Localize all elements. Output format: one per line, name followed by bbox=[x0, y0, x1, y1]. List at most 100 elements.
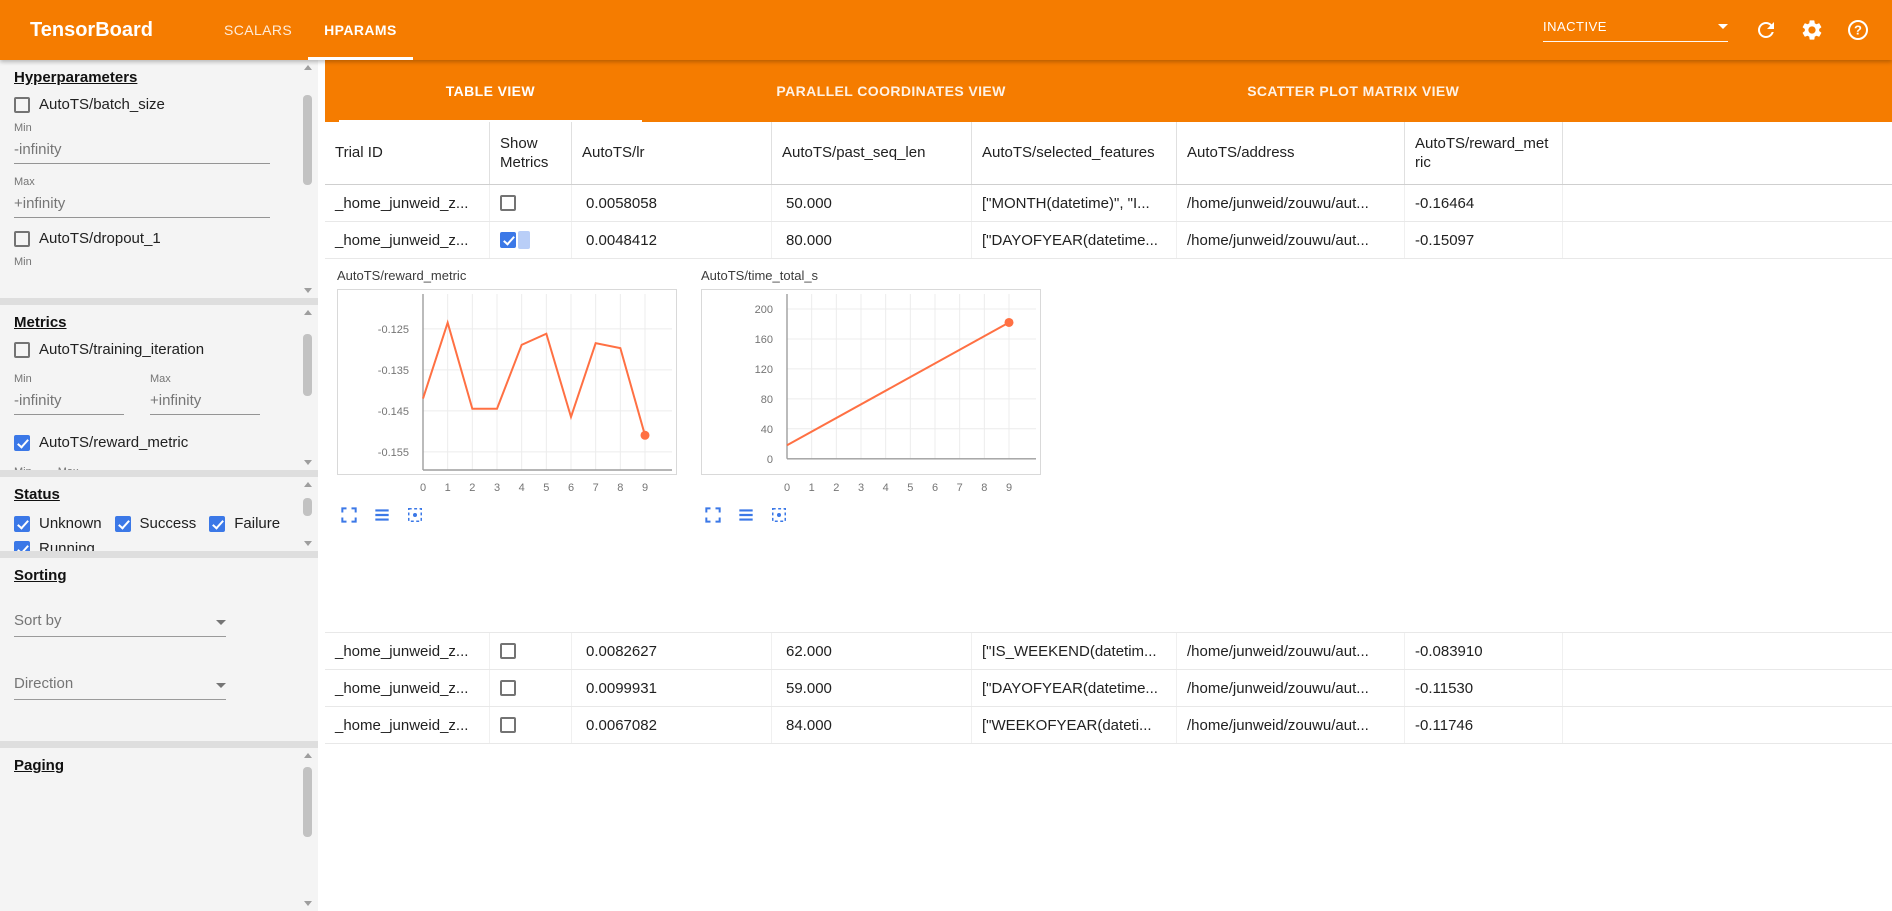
tab-table-view[interactable]: TABLE VIEW bbox=[325, 60, 656, 122]
svg-text:8: 8 bbox=[617, 482, 623, 494]
expand-chart-icon[interactable] bbox=[703, 505, 723, 525]
show-metrics-checkbox[interactable] bbox=[500, 232, 516, 248]
checkbox-icon[interactable] bbox=[14, 230, 30, 247]
chart-toolbar bbox=[339, 505, 685, 525]
reward-metric-cell: -0.11746 bbox=[1405, 707, 1563, 743]
min-label: Min bbox=[14, 466, 32, 470]
checkbox-icon[interactable] bbox=[14, 341, 30, 358]
checkbox-icon[interactable] bbox=[14, 96, 30, 113]
scroll-down-icon[interactable] bbox=[303, 288, 312, 293]
status-label: Running bbox=[39, 540, 95, 551]
scroll-up-icon[interactable] bbox=[303, 65, 312, 70]
min-label: Min bbox=[14, 373, 32, 385]
col-autots-past-seq-len[interactable]: AutoTS/past_seq_len bbox=[772, 122, 972, 184]
max-input[interactable]: +infinity bbox=[150, 392, 260, 415]
min-field: Min bbox=[14, 466, 32, 470]
scroll-down-icon[interactable] bbox=[303, 541, 312, 546]
tab-scalars[interactable]: SCALARS bbox=[223, 22, 293, 38]
col-autots-address[interactable]: AutoTS/address bbox=[1177, 122, 1405, 184]
scrollbar-thumb[interactable] bbox=[303, 334, 312, 396]
status-panel: Status Unknown Success Failure Running bbox=[0, 477, 318, 551]
fit-domain-icon[interactable] bbox=[405, 505, 425, 525]
scroll-down-icon[interactable] bbox=[303, 460, 312, 465]
scrollbar-thumb[interactable] bbox=[303, 767, 312, 837]
metric-training-iteration-row[interactable]: AutoTS/training_iteration bbox=[14, 341, 292, 358]
show-metrics-checkbox[interactable] bbox=[500, 643, 516, 659]
hparam-label: AutoTS/dropout_1 bbox=[39, 230, 161, 247]
scroll-up-icon[interactable] bbox=[303, 310, 312, 315]
scroll-up-icon[interactable] bbox=[303, 753, 312, 758]
scrollbar[interactable] bbox=[302, 753, 313, 906]
status-failure-row[interactable]: Failure bbox=[209, 515, 280, 532]
max-field: Max +infinity bbox=[14, 176, 292, 218]
show-metrics-checkbox[interactable] bbox=[500, 680, 516, 696]
trial-id-cell: _home_junweid_z... bbox=[325, 633, 490, 669]
svg-text:-0.155: -0.155 bbox=[378, 447, 409, 459]
checkbox-icon[interactable] bbox=[14, 515, 30, 532]
max-input[interactable]: +infinity bbox=[14, 195, 270, 218]
show-metrics-cell bbox=[490, 185, 572, 221]
tab-parallel-coordinates-view[interactable]: PARALLEL COORDINATES VIEW bbox=[776, 83, 1006, 99]
max-label: Max bbox=[14, 176, 35, 188]
scrollbar-thumb[interactable] bbox=[303, 498, 312, 516]
col-autots-reward-metric[interactable]: AutoTS/reward_metric bbox=[1405, 122, 1563, 184]
col-show-metrics[interactable]: Show Metrics bbox=[490, 122, 572, 184]
min-label: Min bbox=[14, 256, 32, 268]
scrollbar[interactable] bbox=[302, 65, 313, 293]
status-options: Unknown Success Failure Running bbox=[14, 513, 292, 551]
sort-by-select[interactable]: Sort by bbox=[14, 612, 226, 637]
scroll-up-icon[interactable] bbox=[303, 482, 312, 487]
max-field: Max bbox=[58, 466, 79, 470]
show-metrics-checkbox[interactable] bbox=[500, 717, 516, 733]
scrollbar[interactable] bbox=[302, 482, 313, 546]
checkbox-icon[interactable] bbox=[209, 515, 226, 532]
help-icon[interactable]: ? bbox=[1846, 18, 1870, 42]
settings-gear-icon[interactable] bbox=[1800, 18, 1824, 42]
checkbox-icon[interactable] bbox=[114, 515, 131, 532]
checkbox-icon[interactable] bbox=[14, 540, 30, 551]
show-metrics-cell bbox=[490, 633, 572, 669]
max-label: Max bbox=[58, 466, 79, 470]
tab-scatter-plot-matrix-view[interactable]: SCATTER PLOT MATRIX VIEW bbox=[1247, 83, 1460, 99]
svg-text:200: 200 bbox=[755, 304, 773, 316]
log-scale-icon[interactable] bbox=[372, 505, 392, 525]
checkbox-icon[interactable] bbox=[14, 434, 30, 451]
scrollbar-thumb[interactable] bbox=[303, 95, 312, 185]
status-running-row[interactable]: Running bbox=[14, 540, 95, 551]
dropdown-arrow-icon bbox=[216, 683, 226, 688]
direction-select[interactable]: Direction bbox=[14, 675, 226, 700]
svg-text:80: 80 bbox=[761, 394, 773, 406]
col-autots-lr[interactable]: AutoTS/lr bbox=[572, 122, 772, 184]
metric-reward-row[interactable]: AutoTS/reward_metric bbox=[14, 434, 292, 451]
status-unknown-row[interactable]: Unknown bbox=[14, 515, 102, 532]
reload-mode-select[interactable]: INACTIVE bbox=[1543, 19, 1728, 42]
refresh-icon[interactable] bbox=[1754, 18, 1778, 42]
fit-domain-icon[interactable] bbox=[769, 505, 789, 525]
hparam-dropout-row[interactable]: AutoTS/dropout_1 bbox=[14, 230, 292, 247]
log-scale-icon[interactable] bbox=[736, 505, 756, 525]
hparam-batch-size-row[interactable]: AutoTS/batch_size bbox=[14, 96, 292, 113]
col-filler bbox=[1563, 122, 1892, 184]
scroll-down-icon[interactable] bbox=[303, 901, 312, 906]
scrollbar[interactable] bbox=[302, 310, 313, 465]
status-title: Status bbox=[14, 486, 60, 503]
time-total-chart-card: AutoTS/time_total_s 0 40 80 120 160 200 0 1 2 3 4 5… bbox=[701, 266, 1049, 525]
min-input[interactable]: -infinity bbox=[14, 141, 270, 164]
svg-text:3: 3 bbox=[858, 482, 864, 494]
hparam-label: AutoTS/batch_size bbox=[39, 96, 165, 113]
show-metrics-checkbox[interactable] bbox=[500, 195, 516, 211]
metric-label: AutoTS/reward_metric bbox=[39, 434, 189, 451]
col-trial-id[interactable]: Trial ID bbox=[325, 122, 490, 184]
min-input[interactable]: -infinity bbox=[14, 392, 124, 415]
filler-cell bbox=[1563, 185, 1892, 221]
svg-text:2: 2 bbox=[833, 482, 839, 494]
tab-hparams[interactable]: HPARAMS bbox=[308, 0, 413, 60]
svg-text:7: 7 bbox=[593, 482, 599, 494]
svg-text:6: 6 bbox=[932, 482, 938, 494]
past-seq-len-cell: 59.000 bbox=[772, 670, 972, 706]
svg-text:0: 0 bbox=[767, 454, 773, 466]
status-success-row[interactable]: Success bbox=[114, 515, 196, 532]
col-autots-selected-features[interactable]: AutoTS/selected_features bbox=[972, 122, 1177, 184]
expand-chart-icon[interactable] bbox=[339, 505, 359, 525]
svg-text:5: 5 bbox=[543, 482, 549, 494]
